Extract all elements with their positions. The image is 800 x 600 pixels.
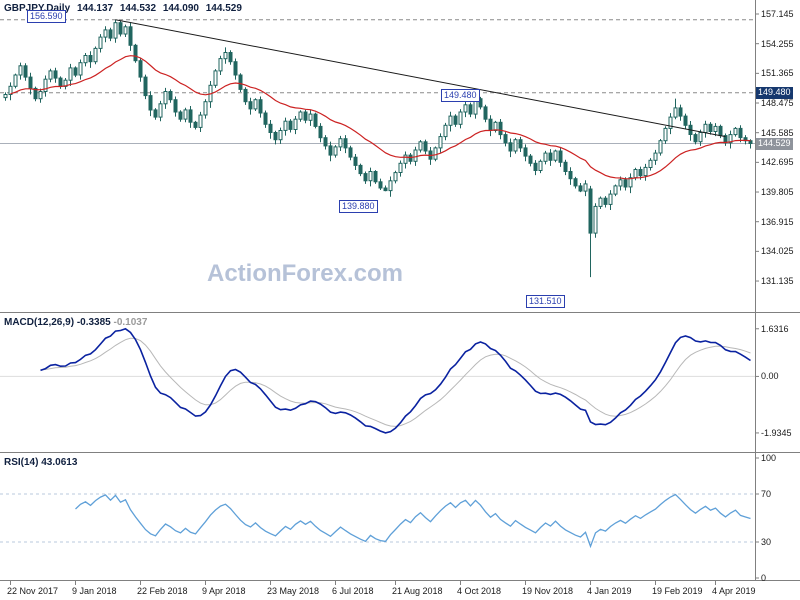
price-annotation-box: 131.510	[526, 295, 565, 308]
macd-main-value: -0.3385	[76, 317, 111, 328]
macd-indicator-label: MACD(12,26,9) -0.3385 -0.1037	[4, 317, 147, 328]
close-value: 144.529	[205, 3, 242, 14]
price-axis-label: 134.025	[761, 246, 794, 257]
date-axis-label: 22 Feb 2018	[137, 586, 188, 596]
rsi-axis-label: 30	[761, 537, 772, 547]
date-axis-label: 21 Aug 2018	[392, 586, 443, 596]
price-level-label: 149.480	[756, 86, 793, 99]
low-value: 144.090	[162, 3, 199, 14]
rsi-indicator-label: RSI(14) 43.0613	[4, 457, 77, 468]
date-axis-label: 22 Nov 2017	[7, 586, 59, 596]
date-axis-label: 9 Jan 2018	[72, 586, 117, 596]
symbol-period-label: GBPJPY,Daily	[4, 3, 71, 14]
date-axis-label: 9 Apr 2018	[202, 586, 246, 596]
price-annotation-box: 139.880	[339, 200, 378, 213]
price-axis-label: 142.695	[761, 157, 794, 168]
rsi-value: 43.0613	[41, 457, 78, 468]
date-axis-label: 4 Apr 2019	[712, 586, 756, 596]
macd-axis-label: 0.00	[761, 371, 779, 382]
rsi-name-label: RSI(14)	[4, 457, 39, 468]
date-axis-label: 19 Feb 2019	[652, 586, 703, 596]
macd-axis-label: -1.9345	[761, 427, 792, 438]
price-axis-label: 157.145	[761, 9, 794, 19]
date-axis-label: 4 Jan 2019	[587, 586, 632, 596]
macd-name-label: MACD(12,26,9)	[4, 317, 75, 328]
price-annotation-box: 156.590	[27, 10, 66, 23]
rsi-axis-label: 70	[761, 489, 772, 499]
price-axis-label: 148.475	[761, 98, 794, 109]
macd-signal-value: -0.1037	[113, 317, 148, 328]
watermark: ActionForex.com	[206, 260, 404, 287]
price-axis-label: 136.915	[761, 216, 794, 227]
rsi-axis-label: 0	[761, 573, 767, 583]
rsi-axis-label: 100	[761, 453, 777, 463]
price-axis-label: 131.135	[761, 276, 794, 287]
date-axis-label: 6 Jul 2018	[332, 586, 374, 596]
symbol-ohlc-header: GBPJPY,Daily 144.137 144.532 144.090 144…	[4, 3, 246, 14]
price-axis-label: 139.805	[761, 187, 794, 198]
open-value: 144.137	[76, 3, 114, 14]
macd-axis-label: 1.6316	[761, 323, 789, 334]
date-axis-label: 4 Oct 2018	[457, 586, 502, 596]
date-axis-label: 19 Nov 2018	[522, 586, 574, 596]
high-value: 144.532	[119, 3, 157, 14]
price-axis-label: 145.585	[761, 127, 794, 138]
price-annotation-box: 149.480	[441, 89, 480, 102]
date-axis-label: 23 May 2018	[267, 586, 320, 596]
price-axis-label: 151.365	[761, 68, 794, 79]
price-level-label: 144.529	[756, 137, 793, 150]
price-axis-label: 154.255	[761, 38, 794, 49]
